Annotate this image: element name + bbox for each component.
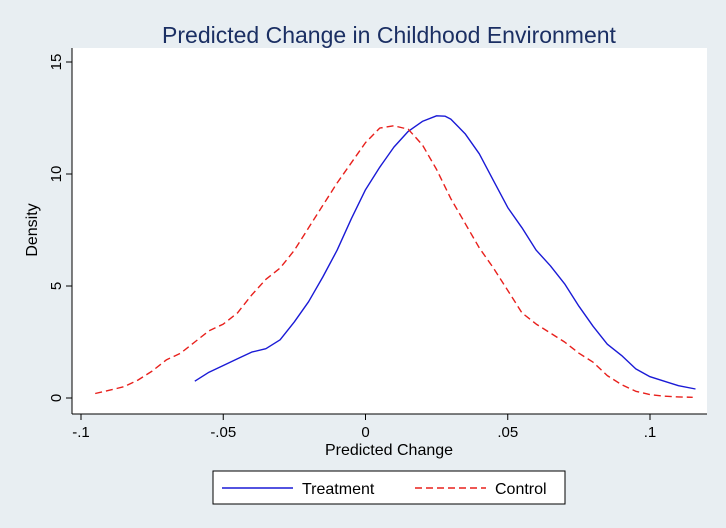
x-axis: -.1 -.05 0 .05 .1 — [72, 413, 707, 441]
x-tick-label: .1 — [644, 424, 657, 441]
x-tick-label: .05 — [497, 424, 518, 441]
y-tick-label: 5 — [48, 282, 65, 290]
series-treatment-line — [194, 115, 696, 390]
chart-title: Predicted Change in Childhood Environmen… — [162, 22, 617, 48]
legend-label-control: Control — [495, 481, 547, 498]
y-tick-label: 0 — [48, 394, 65, 402]
series-control-line — [95, 125, 693, 398]
x-tick-label: -.1 — [72, 424, 90, 441]
x-axis-title: Predicted Change — [325, 442, 453, 459]
y-axis: 0 5 10 15 — [48, 48, 73, 414]
y-tick-label: 15 — [48, 54, 65, 71]
y-tick-label: 10 — [48, 166, 65, 183]
legend-label-treatment: Treatment — [302, 481, 375, 498]
legend: Treatment Control — [212, 470, 566, 505]
plot-area — [72, 48, 707, 414]
x-tick-label: 0 — [361, 424, 369, 441]
x-tick-label: -.05 — [210, 424, 236, 441]
series-layer — [95, 115, 696, 398]
y-axis-title: Density — [24, 203, 41, 256]
